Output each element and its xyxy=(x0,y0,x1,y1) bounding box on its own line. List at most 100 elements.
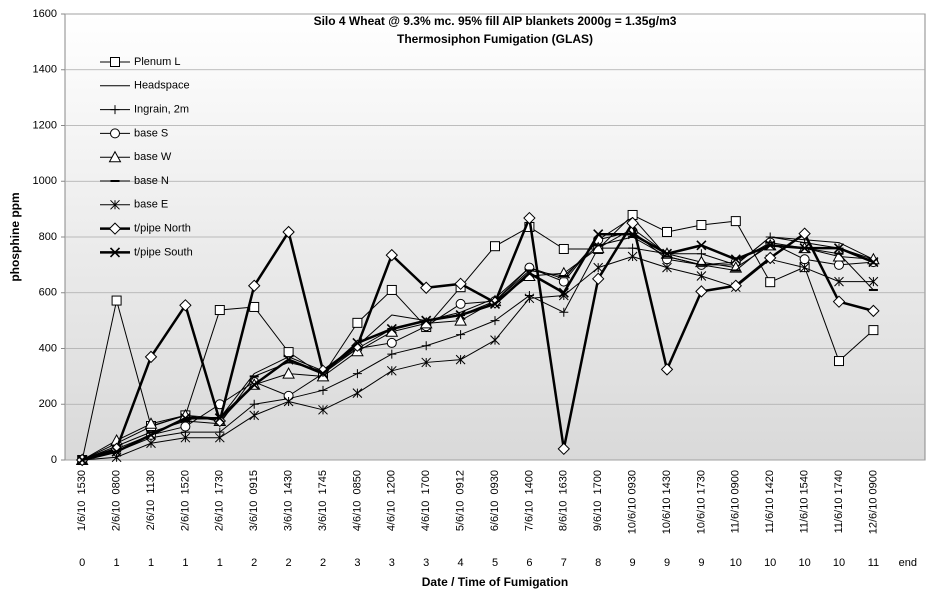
x-tick-label: 3/6/10 0915 xyxy=(248,470,260,531)
marker xyxy=(318,404,328,415)
marker xyxy=(351,339,364,352)
x-tick-label: 3/6/10 1430 xyxy=(283,470,295,531)
marker xyxy=(763,251,777,265)
marker xyxy=(144,417,158,429)
day-label: 8 xyxy=(595,557,601,569)
day-label: 0 xyxy=(79,557,85,569)
marker xyxy=(490,316,500,326)
marker xyxy=(283,347,294,358)
legend-label: base E xyxy=(134,199,168,211)
marker xyxy=(110,105,120,115)
marker xyxy=(662,262,672,273)
x-axis-title: Date / Time of Fumigation xyxy=(422,575,568,589)
x-tick-label: 2/6/10 1730 xyxy=(214,470,226,531)
y-tick-label: 1000 xyxy=(33,175,57,187)
x-tick-label: 2/6/10 0800 xyxy=(111,470,123,531)
marker xyxy=(419,281,433,294)
marker xyxy=(695,285,708,298)
x-tick-label: 4/6/10 1200 xyxy=(386,470,398,531)
marker xyxy=(524,293,535,304)
marker xyxy=(729,279,743,292)
legend-label: base W xyxy=(134,151,172,163)
day-label: 10 xyxy=(798,557,810,569)
marker xyxy=(111,446,122,457)
x-tick-label: 4/6/10 0850 xyxy=(351,470,363,531)
marker xyxy=(798,227,811,240)
series-line xyxy=(81,228,874,461)
marker xyxy=(557,442,571,456)
series-line xyxy=(81,216,874,462)
marker xyxy=(352,369,362,379)
marker xyxy=(558,276,569,287)
marker xyxy=(832,295,846,308)
marker xyxy=(180,421,191,432)
series xyxy=(77,209,879,465)
y-tick-label: 0 xyxy=(51,454,57,466)
marker xyxy=(661,248,673,259)
day-label: 1 xyxy=(217,557,223,569)
x-tick-label: 10/6/10 1730 xyxy=(695,470,707,534)
day-label: 1 xyxy=(114,557,120,569)
marker xyxy=(352,337,363,348)
marker xyxy=(867,304,880,318)
day-label: 1 xyxy=(148,557,154,569)
marker xyxy=(489,298,501,309)
marker xyxy=(593,229,604,240)
y-axis-title: phosphine ppm xyxy=(8,192,22,281)
chart-subtitle: Thermosiphon Fumigation (GLAS) xyxy=(397,32,593,46)
day-label: 2 xyxy=(286,557,292,569)
marker xyxy=(765,240,776,251)
x-tick-label: 11/6/10 1420 xyxy=(764,470,776,533)
marker xyxy=(456,330,466,340)
marker xyxy=(696,271,707,281)
marker xyxy=(834,276,844,287)
marker xyxy=(386,337,397,348)
marker xyxy=(558,243,569,254)
marker xyxy=(593,262,604,273)
marker xyxy=(868,276,879,287)
marker xyxy=(799,262,810,273)
marker xyxy=(626,216,639,230)
marker xyxy=(455,309,466,321)
series-line xyxy=(81,232,874,462)
day-label: 10 xyxy=(764,557,776,569)
x-tick-label: 11/6/10 1540 xyxy=(799,470,811,533)
marker xyxy=(627,229,638,240)
legend-label: t/pipe North xyxy=(134,223,191,235)
series xyxy=(77,229,879,466)
x-tick-label: 11/6/10 1740 xyxy=(833,470,845,533)
day-label: 11 xyxy=(868,557,879,569)
marker xyxy=(421,315,432,326)
marker xyxy=(214,413,225,424)
day-label: 3 xyxy=(354,557,360,569)
marker xyxy=(318,385,328,395)
day-label: 1 xyxy=(182,557,188,569)
legend-label: base S xyxy=(134,127,168,139)
y-tick-label: 800 xyxy=(39,231,57,243)
day-label: 3 xyxy=(423,557,429,569)
marker xyxy=(110,128,120,139)
day-label: 7 xyxy=(561,557,567,569)
marker xyxy=(799,254,810,265)
marker xyxy=(146,438,156,449)
marker xyxy=(421,357,432,368)
marker xyxy=(352,317,363,328)
x-tick-label: 5/6/10 0912 xyxy=(455,470,467,531)
day-label: end xyxy=(899,557,917,569)
day-label: 9 xyxy=(630,557,636,569)
legend-label: Headspace xyxy=(134,80,190,92)
marker xyxy=(249,301,260,312)
marker xyxy=(558,287,569,298)
legend-label: Ingrain, 2m xyxy=(134,104,189,116)
marker xyxy=(179,299,192,312)
day-label: 10 xyxy=(833,557,845,569)
marker xyxy=(662,226,672,237)
marker xyxy=(868,257,879,268)
marker xyxy=(144,350,158,364)
y-tick-label: 600 xyxy=(39,287,57,299)
day-label: 9 xyxy=(664,557,670,569)
marker xyxy=(696,220,707,231)
x-tick-label: 12/6/10 0900 xyxy=(867,470,879,534)
marker xyxy=(249,379,260,390)
